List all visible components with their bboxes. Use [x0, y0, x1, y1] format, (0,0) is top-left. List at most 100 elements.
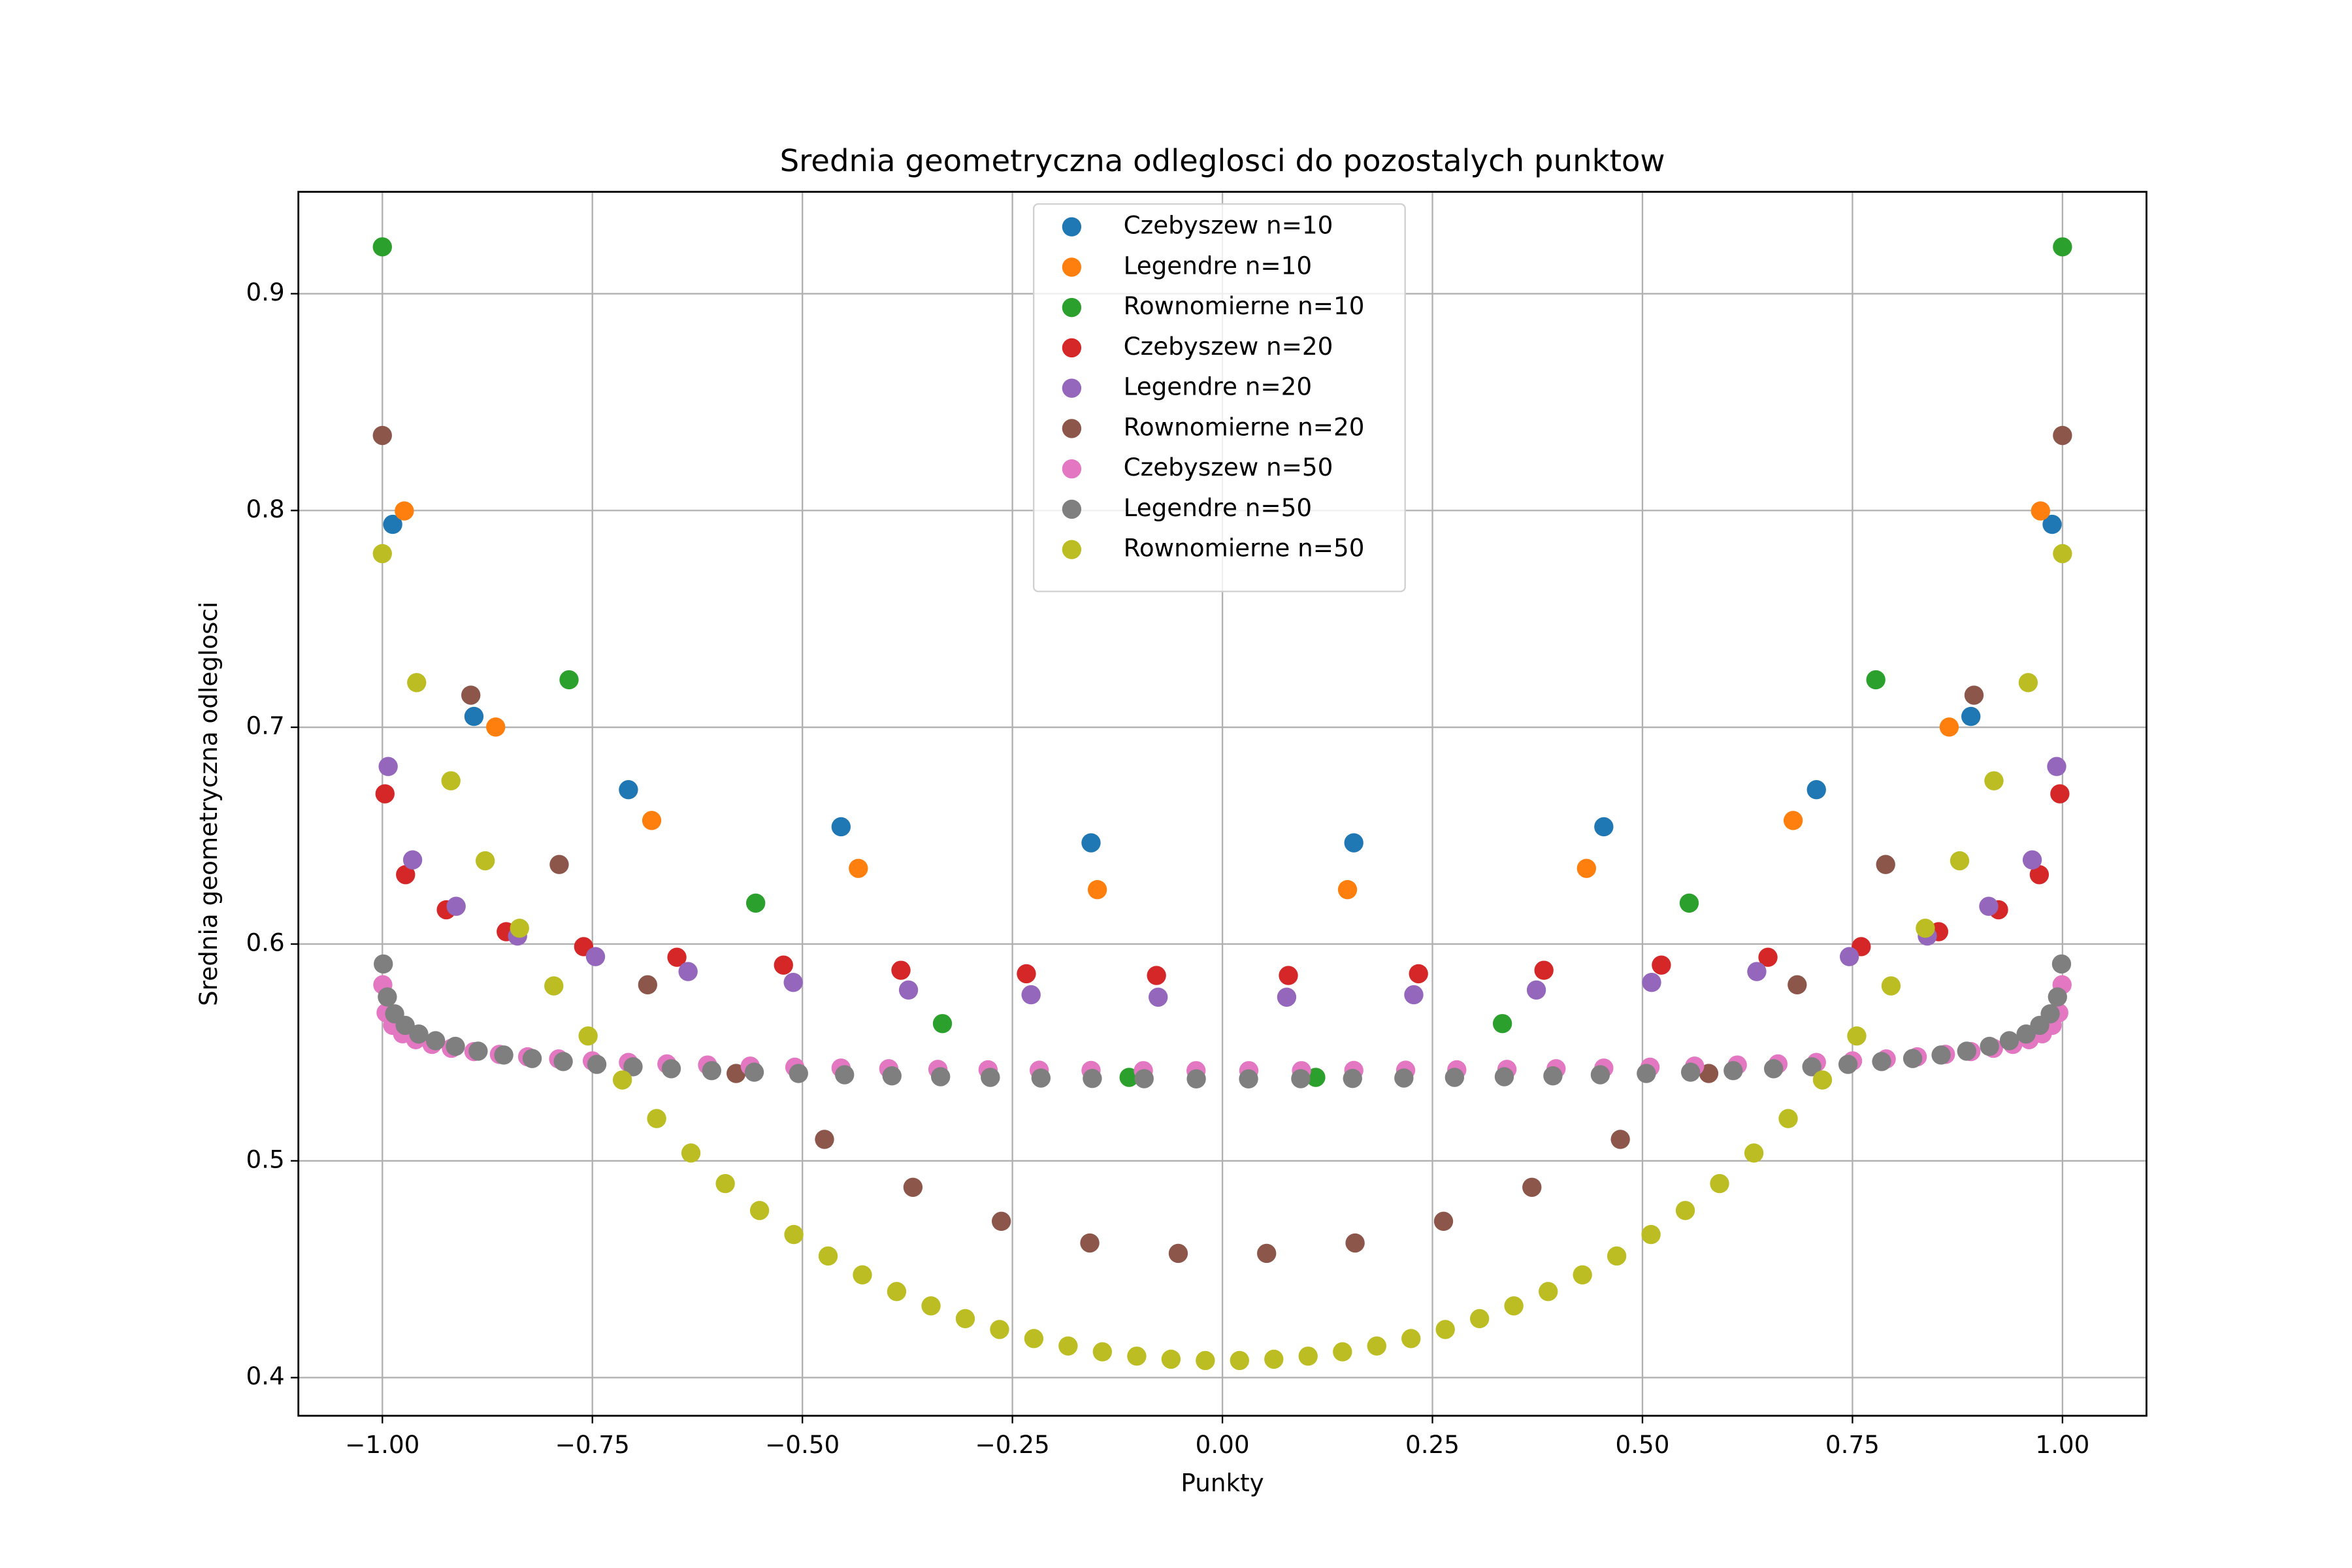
scatter-point [783, 973, 803, 992]
scatter-point [1543, 1066, 1563, 1086]
scatter-point [2018, 673, 2038, 693]
scatter-point [1031, 1068, 1051, 1088]
ticks-layer: −1.00 −0.75 −0.50 −0.25 0.00 0.25 0.50 0.75 1.00… [246, 278, 2089, 1459]
scatter-point [395, 501, 414, 521]
x-axis-label: Punkty [1181, 1468, 1264, 1497]
scatter-point [1367, 1336, 1386, 1356]
scatter-point [882, 1066, 902, 1086]
scatter-point [1196, 1350, 1215, 1371]
legend-label: Czebyszew n=10 [1124, 211, 1333, 240]
scatter-point [831, 817, 851, 837]
scatter-point [1161, 1349, 1181, 1369]
scatter-point [990, 1320, 1009, 1339]
scatter-point [1345, 1233, 1365, 1253]
x-tick-label: −1.00 [345, 1430, 419, 1459]
scatter-point [2050, 784, 2070, 804]
scatter-point [407, 673, 427, 693]
scatter-point [585, 947, 606, 966]
scatter-point [1903, 1049, 1923, 1068]
scatter-point [378, 757, 398, 776]
scatter-point [486, 717, 506, 737]
scatter-point [1573, 1265, 1592, 1284]
scatter-point [835, 1065, 855, 1085]
scatter-point [522, 1049, 542, 1068]
x-tick-label: 1.00 [2035, 1430, 2089, 1459]
scatter-point [1337, 880, 1358, 900]
scatter-point [1747, 962, 1767, 981]
scatter-point [1343, 1069, 1362, 1088]
scatter-point [1017, 964, 1036, 984]
scatter-point [1957, 1041, 1976, 1061]
scatter-point [1445, 1068, 1465, 1087]
legend-label: Rownomierne n=10 [1124, 291, 1365, 320]
scatter-point [1699, 1064, 1719, 1083]
scatter-point [1637, 1064, 1656, 1083]
x-tick-label: −0.75 [555, 1430, 630, 1459]
scatter-point [931, 1067, 951, 1086]
scatter-point [681, 1143, 701, 1163]
scatter-point [921, 1296, 941, 1316]
scatter-point [1279, 966, 1298, 985]
scatter-point [1961, 706, 1981, 727]
scatter-point [2040, 1004, 2060, 1024]
legend-marker [1062, 257, 1082, 277]
scatter-point [1802, 1057, 1821, 1077]
legend-marker [1062, 378, 1082, 398]
scatter-point [702, 1061, 721, 1081]
scatter-point [1838, 1054, 1858, 1074]
scatter-point [623, 1057, 643, 1077]
scatter-point [1494, 1067, 1514, 1086]
y-axis-label: Srednia geometryczna odleglosci [194, 602, 223, 1006]
scatter-point [1723, 1061, 1743, 1081]
scatter-point [1539, 1282, 1558, 1301]
y-tick-label: 0.7 [246, 711, 284, 740]
scatter-point [1576, 858, 1597, 878]
scatter-point [1186, 1069, 1206, 1089]
scatter-point [1526, 980, 1546, 1000]
x-tick-label: −0.50 [765, 1430, 840, 1459]
scatter-point [1839, 947, 1859, 966]
scatter-point [2053, 544, 2072, 564]
scatter-point [887, 1282, 907, 1301]
scatter-point [1534, 960, 1554, 980]
scatter-point [619, 780, 638, 800]
scatter-point [1404, 985, 1424, 1005]
scatter-point [898, 980, 919, 1000]
scatter-point [1607, 1246, 1627, 1266]
scatter-point [1783, 811, 1803, 830]
y-tick-label: 0.4 [246, 1362, 284, 1390]
scatter-point [1333, 1342, 1352, 1362]
scatter-point [1590, 1065, 1610, 1085]
scatter-point [374, 954, 393, 974]
scatter-point [1080, 1233, 1100, 1253]
scatter-point [1149, 987, 1168, 1007]
scatter-point [409, 1024, 429, 1044]
scatter-point [2053, 425, 2072, 446]
scatter-point [1763, 1059, 1784, 1079]
scatter-point [1758, 947, 1778, 967]
scatter-point [441, 771, 461, 791]
legend-box [1032, 203, 1406, 593]
scatter-point [1679, 893, 1699, 913]
scatter-point [1710, 1173, 1729, 1194]
scatter-point [1239, 1069, 1258, 1089]
scatter-point [784, 1224, 804, 1245]
scatter-point [612, 1070, 632, 1090]
scatter-point [1980, 1036, 1999, 1056]
scatter-point [1642, 973, 1661, 992]
scatter-point [981, 1068, 1000, 1087]
scatter-point [461, 685, 481, 705]
scatter-point [395, 1015, 415, 1036]
scatter-point [661, 1059, 681, 1079]
scatter-point [1230, 1350, 1249, 1371]
scatter-point [1257, 1243, 1277, 1264]
scatter-point [955, 1309, 975, 1329]
scatter-point [1979, 896, 1999, 916]
scatter-point [818, 1246, 838, 1266]
scatter-point [749, 1201, 770, 1220]
scatter-point [383, 514, 402, 534]
scatter-point [1291, 1069, 1311, 1088]
scatter-point [494, 1045, 514, 1065]
scatter-point [1950, 851, 1970, 871]
scatter-point [1610, 1130, 1630, 1149]
